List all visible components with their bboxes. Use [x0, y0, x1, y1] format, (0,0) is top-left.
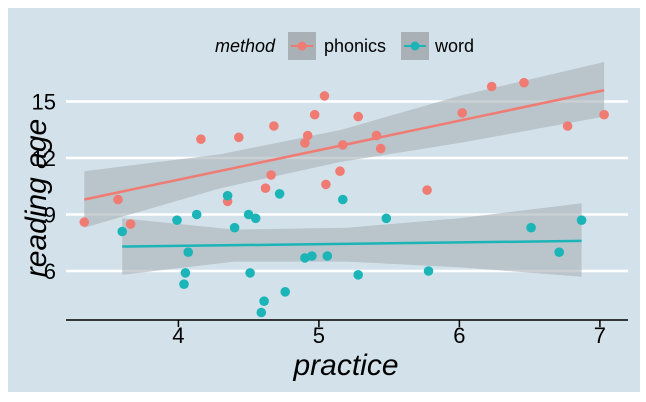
legend-title: method: [215, 36, 276, 56]
y-axis-ticks: 6 9 12 15: [32, 90, 56, 284]
legend-item-word: word: [401, 32, 474, 60]
point-phonics-22: [519, 77, 529, 88]
point-word-0: [117, 226, 127, 237]
point-phonics-12: [319, 91, 330, 101]
legend-label-word: word: [434, 36, 474, 56]
point-phonics-5: [234, 132, 244, 143]
point-phonics-7: [266, 170, 276, 180]
x-axis-ticks: 4 5 6 7: [172, 320, 606, 348]
point-word-14: [280, 287, 291, 297]
point-phonics-2: [125, 219, 136, 229]
legend-label-phonics: phonics: [324, 36, 386, 56]
point-word-24: [576, 215, 587, 225]
point-word-16: [307, 251, 317, 261]
point-word-11: [256, 307, 267, 318]
point-word-5: [191, 209, 202, 220]
y-tick-label-9: 9: [44, 203, 56, 228]
point-phonics-11: [309, 109, 320, 120]
point-word-10: [250, 213, 261, 224]
point-phonics-6: [260, 183, 271, 193]
point-word-19: [353, 270, 364, 280]
point-word-23: [554, 247, 564, 257]
point-word-4: [183, 247, 193, 257]
point-word-21: [423, 266, 434, 276]
x-tick-label-7: 7: [594, 323, 606, 348]
point-word-18: [338, 194, 348, 205]
y-tick-label-12: 12: [32, 146, 56, 171]
point-word-6: [222, 190, 233, 201]
point-phonics-14: [335, 166, 345, 176]
point-phonics-9: [300, 138, 310, 148]
point-word-13: [274, 189, 285, 199]
point-phonics-0: [79, 217, 90, 227]
point-phonics-1: [113, 194, 123, 205]
point-phonics-18: [375, 143, 386, 154]
legend-dot-word: [410, 41, 420, 51]
point-word-12: [259, 296, 269, 307]
point-phonics-17: [371, 130, 382, 141]
point-phonics-21: [486, 81, 497, 92]
point-phonics-20: [457, 108, 468, 118]
point-word-22: [526, 222, 536, 233]
data-points: [79, 77, 609, 318]
point-phonics-15: [338, 140, 348, 150]
y-axis-title: reading age: [20, 119, 53, 277]
legend-dot-phonics: [297, 41, 307, 51]
point-phonics-13: [321, 179, 331, 190]
y-tick-label-6: 6: [44, 259, 56, 284]
point-word-1: [172, 215, 182, 225]
trend-line-word: [122, 239, 582, 248]
x-tick-label-5: 5: [313, 323, 325, 348]
legend: method phonics word: [215, 32, 474, 60]
legend-item-phonics: phonics: [288, 32, 386, 60]
point-phonics-19: [422, 185, 432, 195]
point-phonics-24: [599, 109, 609, 120]
point-phonics-23: [562, 121, 573, 131]
x-tick-label-4: 4: [172, 323, 184, 348]
point-word-7: [229, 222, 240, 233]
point-word-20: [381, 213, 392, 224]
point-phonics-10: [302, 130, 313, 141]
y-tick-label-15: 15: [32, 90, 56, 115]
point-phonics-16: [353, 111, 364, 122]
point-word-8: [243, 209, 254, 220]
x-axis-title: practice: [292, 349, 398, 382]
confidence-band-word: [122, 203, 582, 277]
point-phonics-3: [196, 134, 206, 144]
point-word-9: [245, 268, 255, 278]
point-phonics-8: [269, 121, 279, 131]
point-word-2: [179, 279, 189, 290]
x-tick-label-6: 6: [453, 323, 465, 348]
point-word-17: [322, 251, 333, 261]
point-word-3: [180, 268, 191, 278]
